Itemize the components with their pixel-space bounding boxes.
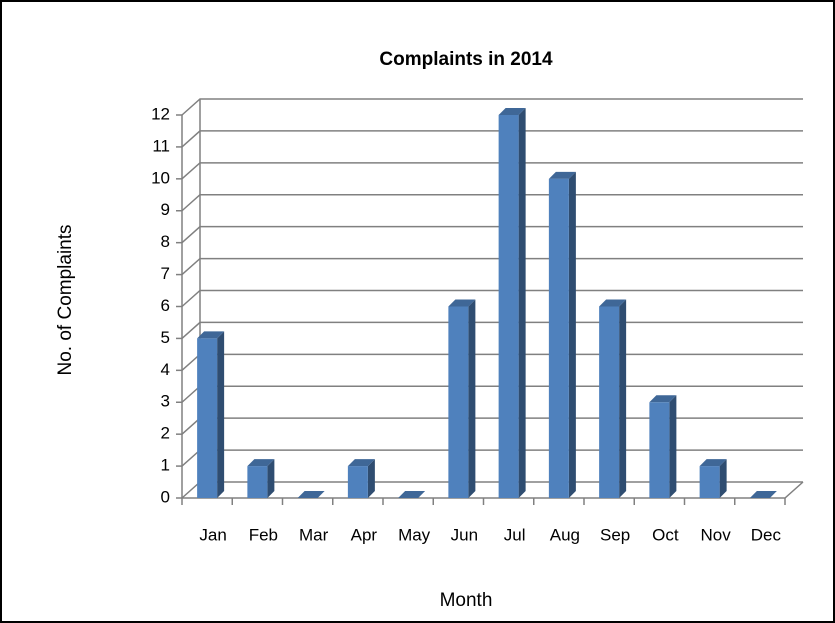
bar-top xyxy=(448,299,476,307)
bar xyxy=(347,459,375,498)
bar-top xyxy=(548,171,576,179)
x-tick-label: Apr xyxy=(351,525,378,544)
y-tick-label: 0 xyxy=(161,487,170,506)
x-tick-label: Jun xyxy=(451,525,478,544)
x-tick-label: Oct xyxy=(652,525,679,544)
bar-front xyxy=(347,466,368,498)
bar-top xyxy=(699,459,727,467)
x-tick-label: Jul xyxy=(504,525,526,544)
y-tick-label: 8 xyxy=(161,232,170,251)
bar-top xyxy=(398,491,426,498)
bar xyxy=(448,299,476,498)
bar-front xyxy=(448,306,469,498)
x-tick-label: Nov xyxy=(701,525,732,544)
x-tick-label: Mar xyxy=(299,525,329,544)
bar-side xyxy=(367,459,375,498)
bar-top xyxy=(749,491,777,498)
bar-side xyxy=(619,299,627,498)
bar-front xyxy=(247,466,268,498)
bar-side xyxy=(518,108,526,498)
bar xyxy=(297,491,325,498)
bar-side xyxy=(669,395,677,498)
bar-front xyxy=(498,115,519,498)
y-tick-label: 12 xyxy=(151,104,170,123)
y-tick-label: 11 xyxy=(152,136,170,155)
x-tick-label: May xyxy=(398,525,431,544)
bar-side xyxy=(568,171,576,499)
y-tick-label: 3 xyxy=(161,392,170,411)
bar-front xyxy=(599,306,620,498)
y-tick-label: 6 xyxy=(161,296,170,315)
bar-top xyxy=(599,299,627,307)
bar xyxy=(197,331,225,498)
y-tick-label: 2 xyxy=(161,424,170,443)
bar-top xyxy=(247,459,275,467)
x-axis-label: Month xyxy=(440,590,493,611)
y-tick-label: 10 xyxy=(151,168,170,187)
bar-top xyxy=(498,108,526,115)
bar xyxy=(398,491,426,498)
x-tick-label: Sep xyxy=(600,525,630,544)
bar-top xyxy=(649,395,677,403)
bar-top xyxy=(347,459,375,467)
y-tick-label: 7 xyxy=(161,264,170,283)
bar xyxy=(498,108,526,498)
bar-side xyxy=(719,459,727,498)
bar xyxy=(548,171,576,499)
bar xyxy=(699,459,727,498)
y-axis-label: No. of Complaints xyxy=(55,224,76,375)
y-tick-label: 9 xyxy=(161,200,170,219)
x-tick-label: Jan xyxy=(199,525,226,544)
x-tick-label: Aug xyxy=(550,525,580,544)
x-tick-label: Dec xyxy=(751,525,782,544)
bar-front xyxy=(197,338,218,498)
bar xyxy=(749,491,777,498)
bar-top xyxy=(197,331,225,339)
bar xyxy=(247,459,275,498)
bar-front xyxy=(548,178,569,499)
bar-side xyxy=(217,331,225,498)
chart-title: Complaints in 2014 xyxy=(379,49,553,70)
bar xyxy=(599,299,627,498)
bar-front xyxy=(649,402,670,498)
y-tick-label: 1 xyxy=(161,456,170,475)
y-tick-label: 5 xyxy=(161,328,170,347)
bar xyxy=(649,395,677,498)
bar-front xyxy=(699,466,720,498)
bar-top xyxy=(297,491,325,498)
bar-side xyxy=(468,299,476,498)
x-tick-label: Feb xyxy=(249,525,278,544)
bar-side xyxy=(267,459,275,498)
y-tick-label: 4 xyxy=(161,360,170,379)
